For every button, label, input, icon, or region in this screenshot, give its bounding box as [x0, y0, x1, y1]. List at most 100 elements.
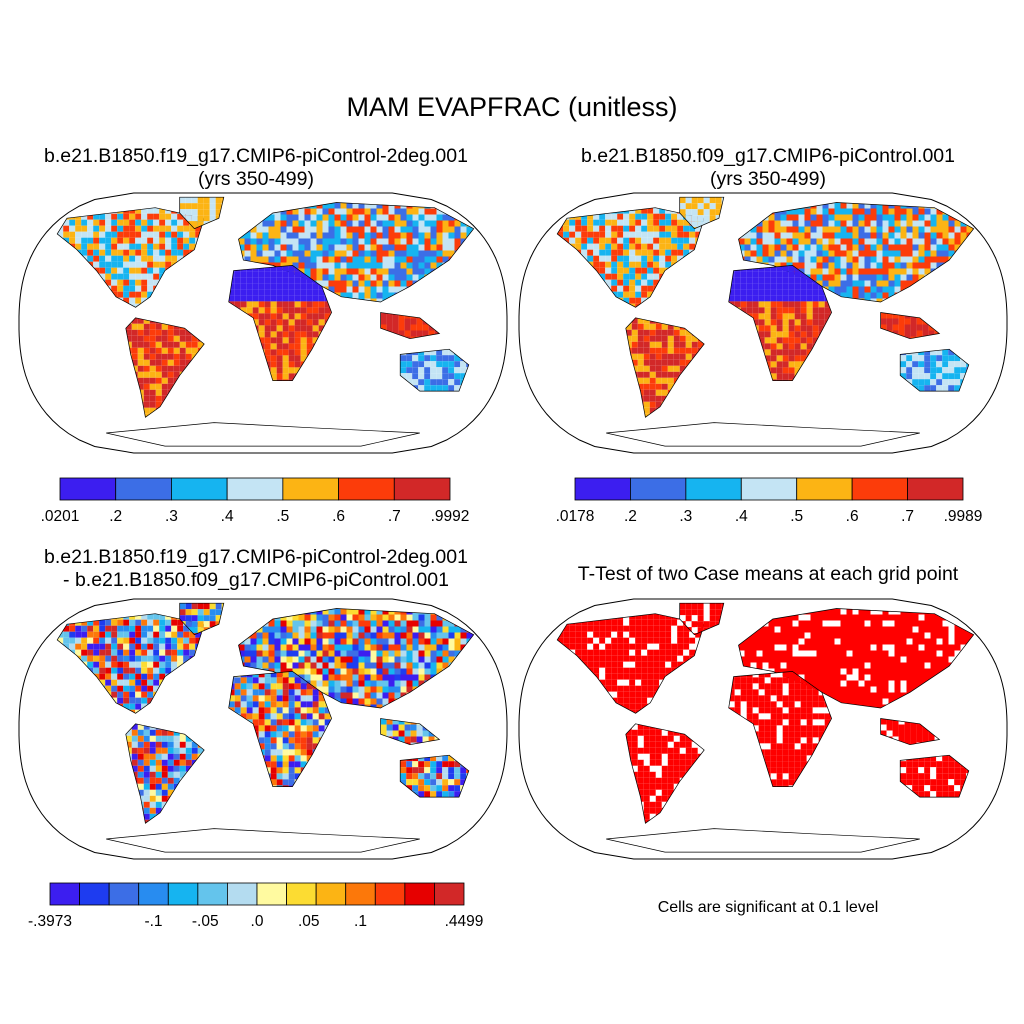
coastline-eurasia [238, 202, 475, 303]
colorbar-swatch [197, 882, 228, 906]
coastline-australia [899, 348, 970, 392]
colorbar-label: .5 [790, 508, 803, 525]
coastline-seAsia [380, 718, 441, 746]
coastline-africa [228, 671, 332, 787]
colorbar-label: .9989 [944, 508, 983, 525]
colorbar-swatch [740, 477, 798, 501]
coastline-antarctica [606, 422, 920, 447]
land-northAmerica [557, 207, 705, 308]
significance-note: Cells are significant at 0.1 level [657, 899, 879, 916]
colorbar-swatch [227, 882, 258, 906]
coastline-australia [399, 348, 470, 392]
coastline-eurasia [238, 608, 475, 709]
colorbar-label: .05 [298, 913, 320, 930]
coastline-eurasia [738, 608, 975, 709]
colorbar-swatch [79, 882, 110, 906]
colorbar-label: .4 [221, 508, 234, 525]
colorbar-swatch [434, 882, 465, 906]
map-case2 [518, 192, 1008, 454]
coastline-seAsia [880, 718, 941, 746]
coastline-seAsia [880, 312, 941, 340]
map-border [18, 598, 508, 860]
land-northAmerica [57, 207, 205, 308]
colorbar-swatch [226, 477, 284, 501]
colorbar-label: .9992 [431, 508, 470, 525]
colorbar-swatch [574, 477, 631, 501]
land-southAmerica [625, 317, 705, 418]
coastline-africa [228, 265, 332, 381]
colorbar-swatch [907, 477, 964, 501]
colorbar-swatch [796, 477, 853, 501]
colorbar-swatch [49, 882, 80, 906]
colorbar-label: .4499 [445, 913, 484, 930]
panel-title-line1: b.e21.B1850.f09_g17.CMIP6-piControl.001 [580, 145, 955, 167]
map-diff [18, 598, 508, 860]
colorbar-swatch [59, 477, 117, 501]
colorbar-swatch [345, 882, 376, 906]
coastline-eurasia [738, 202, 975, 303]
coastline-southAmerica [625, 723, 705, 824]
panel-title-line1: T-Test of two Case means at each grid po… [577, 563, 959, 585]
coastline-greenland [179, 196, 225, 230]
panel-title-case1: b.e21.B1850.f19_g17.CMIP6-piControl-2deg… [0, 145, 512, 191]
land-northAmerica [557, 613, 705, 714]
panel-title-line2: (yrs 350-499) [710, 168, 826, 190]
coastline-antarctica [606, 828, 920, 853]
colorbar-swatch [171, 477, 228, 501]
coastline-africa [728, 265, 832, 381]
colorbar-label: .6 [846, 508, 859, 525]
panel-title-ttest: T-Test of two Case means at each grid po… [512, 563, 1024, 586]
panel-title-case2: b.e21.B1850.f09_g17.CMIP6-piControl.001 … [512, 145, 1024, 191]
land-northAmerica [57, 613, 205, 714]
colorbar-swatch [138, 882, 169, 906]
colorbar-label: .1 [354, 913, 367, 930]
panel-title-line2: - b.e21.B1850.f09_g17.CMIP6-piControl.00… [63, 569, 449, 591]
colorbar-label: .3 [679, 508, 692, 525]
map-border [518, 598, 1008, 860]
colorbar-swatch [315, 882, 347, 906]
colorbar-swatch [393, 477, 451, 501]
coastline-antarctica [106, 422, 420, 447]
panel-title-line1: b.e21.B1850.f19_g17.CMIP6-piControl-2deg… [44, 546, 468, 568]
colorbar-swatch [108, 882, 140, 906]
colorbar-swatch [685, 477, 742, 501]
colorbar-swatch [115, 477, 172, 501]
coastline-seAsia [380, 312, 441, 340]
colorbar-label: .5 [276, 508, 289, 525]
colorbar-label: .7 [388, 508, 401, 525]
colorbar-swatch [338, 477, 395, 501]
coastline-southAmerica [125, 723, 205, 824]
colorbar-swatch [404, 882, 435, 906]
coastline-southAmerica [625, 317, 705, 418]
coastline-australia [399, 754, 470, 798]
colorbar-label: -.1 [144, 913, 162, 930]
panel-title-line2: (yrs 350-499) [198, 168, 314, 190]
colorbar-label: .7 [901, 508, 914, 525]
map-border [18, 192, 508, 454]
land-southAmerica [125, 723, 205, 824]
colorbar-swatch [167, 882, 199, 906]
colorbar-diff: -.3973 -.1 -.05 .0 .05 .1 .4499 [28, 882, 484, 930]
coastline-greenland [179, 602, 225, 636]
colorbar-swatch [282, 477, 339, 501]
coastline-antarctica [106, 828, 420, 853]
colorbar-swatch [374, 882, 406, 906]
colorbar-label: .6 [332, 508, 345, 525]
map-border [518, 192, 1008, 454]
land-southAmerica [125, 317, 205, 418]
colorbar-label: -.05 [192, 913, 219, 930]
coastline-australia [899, 754, 970, 798]
coastline-southAmerica [125, 317, 205, 418]
panel-title-line1: b.e21.B1850.f19_g17.CMIP6-piControl-2deg… [44, 145, 468, 167]
colorbar-swatch [286, 882, 317, 906]
panel-title-diff: b.e21.B1850.f19_g17.CMIP6-piControl-2deg… [0, 546, 512, 592]
coastline-greenland [679, 196, 725, 230]
colorbar-case1: .0201 .2 .3 .4 .5 .6 .7 .9992 [41, 477, 469, 525]
colorbar-swatch [256, 882, 287, 906]
coastline-africa [728, 671, 832, 787]
main-title: MAM EVAPFRAC (unitless) [346, 92, 678, 122]
coastline-greenland [679, 602, 725, 636]
colorbar-swatch [851, 477, 908, 501]
map-ttest [518, 598, 1008, 860]
land-southAmerica [625, 723, 705, 824]
